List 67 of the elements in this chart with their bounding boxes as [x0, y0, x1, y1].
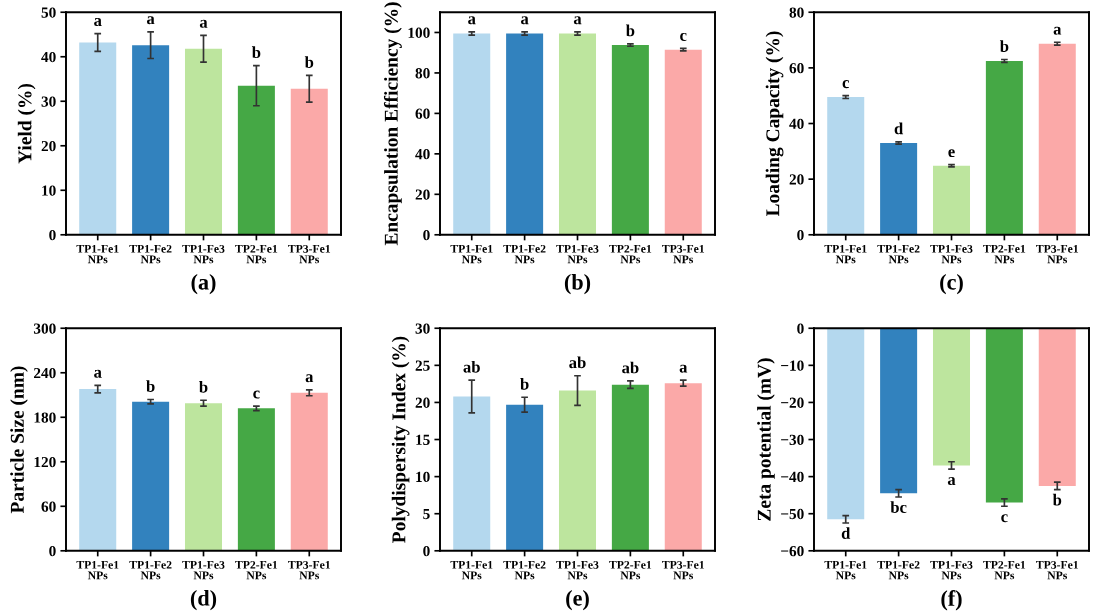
y-axis-title: Loading Capacity (%) [765, 31, 784, 217]
bar [558, 390, 597, 551]
bar [79, 389, 117, 551]
bar [79, 42, 117, 235]
data-label: d [894, 122, 904, 135]
y-axis-title: Zeta potential (mV) [757, 358, 775, 521]
bar [611, 45, 649, 235]
data-label: ab [463, 360, 480, 373]
bar [827, 97, 865, 235]
bar [1038, 43, 1076, 235]
bar [184, 403, 223, 551]
bar [290, 88, 328, 235]
bar [932, 165, 971, 235]
data-label: a [679, 364, 688, 373]
bar [506, 404, 544, 551]
data-label: c [680, 32, 687, 41]
data-label: c [1001, 514, 1008, 523]
data-label: b [520, 377, 529, 390]
bar [132, 45, 170, 235]
data-label: b [999, 40, 1009, 52]
data-label: b [1052, 493, 1062, 506]
bar [237, 408, 275, 551]
x-axis-title: (e) [566, 590, 589, 611]
bar [237, 85, 275, 235]
data-label: c [842, 80, 850, 89]
y-axis-title: Encapsulation Efficiency (%) [383, 2, 402, 246]
bar [985, 60, 1023, 235]
data-label: b [304, 56, 314, 68]
x-axis-title: (f) [941, 590, 962, 611]
bar [558, 33, 597, 235]
data-label: a [94, 18, 102, 27]
data-label: ab [569, 356, 586, 369]
data-label: b [251, 46, 261, 59]
data-label: b [199, 380, 208, 393]
bar [880, 142, 918, 235]
data-label: c [253, 390, 260, 399]
bar [611, 384, 649, 551]
bar [290, 392, 328, 551]
bar [664, 49, 702, 235]
data-label: a [199, 19, 208, 28]
y-axis-title: Polydispersity Index (%) [391, 336, 410, 543]
x-axis-title: (c) [940, 274, 963, 295]
data-label: a [1053, 26, 1062, 35]
bar [506, 33, 544, 235]
data-label: a [146, 16, 155, 25]
y-axis-title: Yield (%) [17, 83, 36, 164]
x-axis-title: (b) [564, 274, 591, 295]
x-axis-title: (a) [191, 274, 216, 295]
bar [664, 383, 702, 551]
data-label: a [520, 16, 529, 25]
data-label: d [841, 527, 851, 539]
data-label: a [94, 369, 102, 378]
data-label: a [573, 16, 582, 25]
bar [132, 401, 170, 551]
bar [453, 396, 491, 551]
data-label: ab [622, 361, 639, 374]
data-label: b [146, 380, 155, 392]
data-label: bc [890, 501, 907, 513]
y-axis-title: Particle Size (nm) [10, 366, 28, 514]
data-label: a [468, 16, 476, 25]
bar [453, 33, 491, 235]
data-label: a [947, 477, 956, 486]
data-label: b [625, 24, 635, 37]
data-label: e [948, 149, 955, 158]
data-label: a [305, 374, 314, 383]
bar [184, 48, 223, 235]
x-axis-title: (d) [190, 590, 217, 611]
